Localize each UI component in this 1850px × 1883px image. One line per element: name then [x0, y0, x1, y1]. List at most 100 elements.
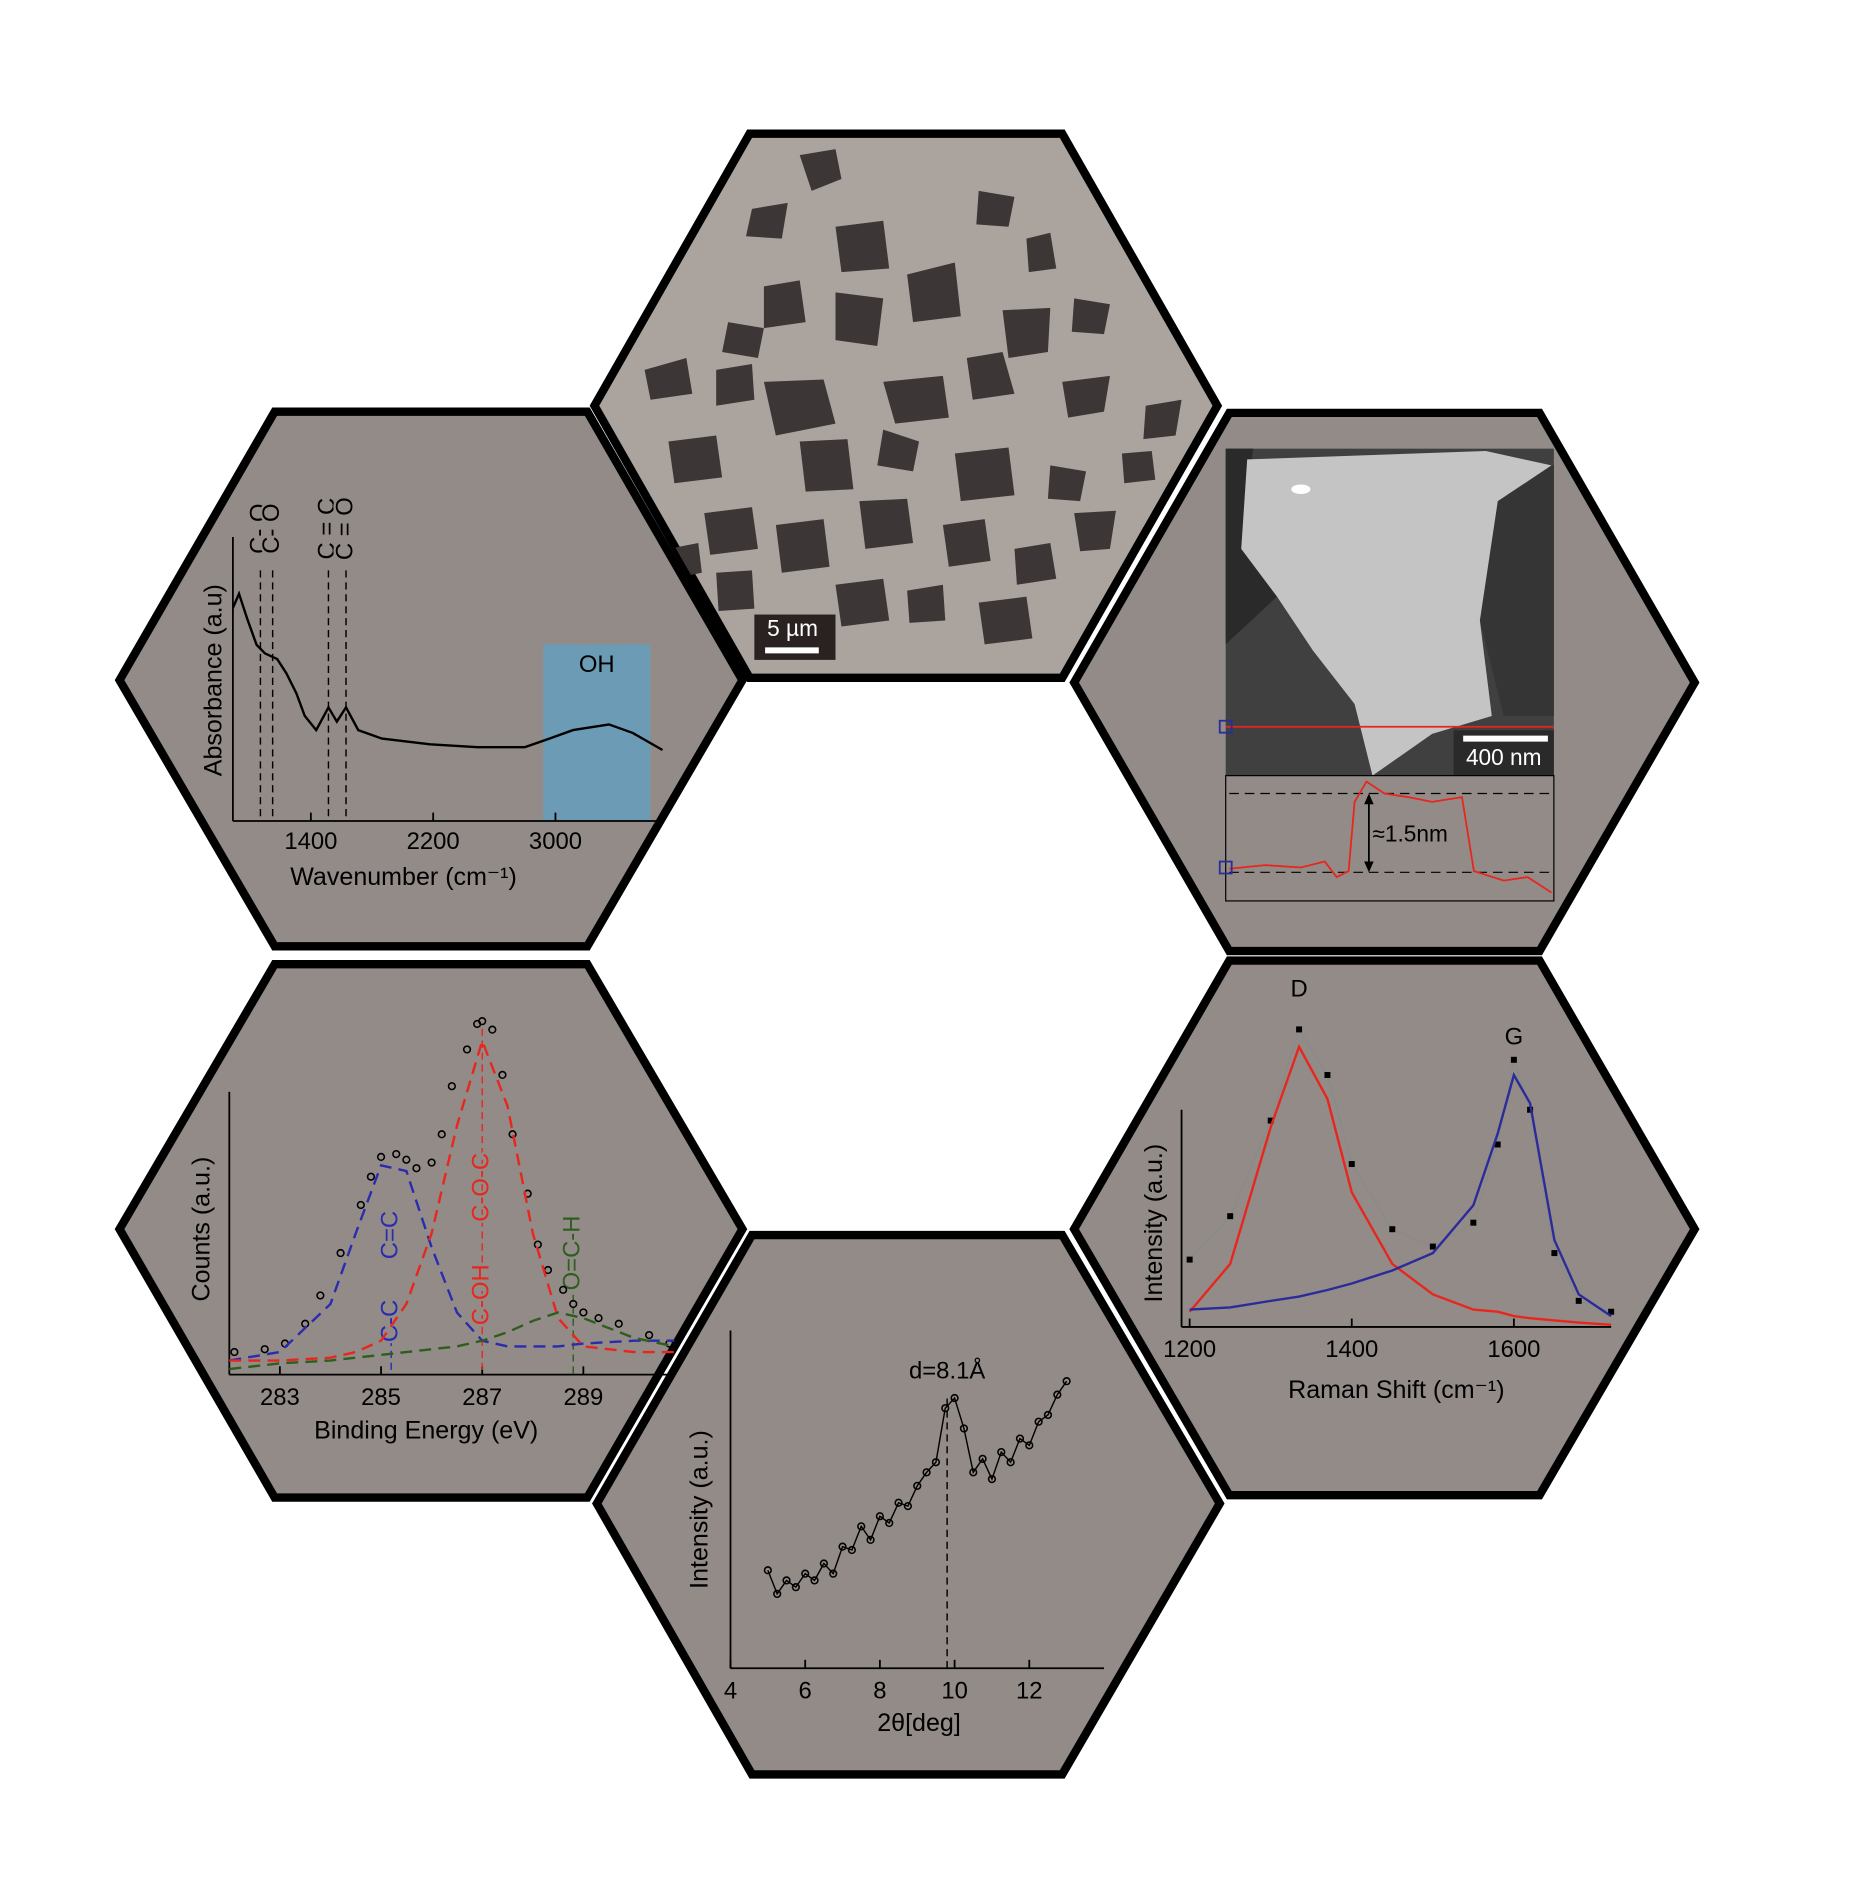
data-point: [801, 1569, 810, 1578]
x-tick-label: 10: [941, 1677, 968, 1704]
x-axis-label: Raman Shift (cm⁻¹): [1288, 1376, 1504, 1404]
x-tick-label: 3000: [529, 828, 582, 855]
data-point: [559, 1285, 568, 1294]
x-tick-label: 1600: [1487, 1336, 1540, 1363]
data-point: [857, 1522, 866, 1531]
data-point: [356, 1200, 365, 1210]
x-tick-label: 1400: [1325, 1336, 1378, 1363]
data-point: [941, 1404, 950, 1413]
charts: OH 1400 2200 3000 Wavenumber (cm⁻¹) Absorbanc…: [188, 495, 1615, 1737]
x-tick-label: 289: [563, 1384, 603, 1411]
data-point: [1186, 1256, 1193, 1263]
x-axis-label: 2θ[deg]: [877, 1709, 961, 1737]
data-point: [847, 1545, 856, 1555]
data-point: [336, 1248, 345, 1258]
data-point: [569, 1299, 578, 1309]
data-point: [894, 1498, 903, 1507]
data-point: [488, 1025, 497, 1034]
x-tick-label: 285: [361, 1384, 401, 1411]
x-axis-label: Wavenumber (cm⁻¹): [290, 863, 517, 891]
data-point: [427, 1158, 436, 1167]
x-tick-label: 4: [724, 1677, 737, 1704]
annotation: C = O: [331, 497, 358, 560]
data-point: [810, 1576, 819, 1585]
data-point: [773, 1589, 782, 1599]
afm-flake: [1241, 451, 1552, 776]
y-axis-label: Counts (a.u.): [188, 1157, 216, 1302]
data-point: [782, 1576, 791, 1585]
annotation: C-O-C: [468, 1153, 495, 1222]
data-point: [1025, 1441, 1034, 1450]
data-point: [1348, 1161, 1355, 1168]
data-point: [447, 1082, 456, 1091]
data-point: [1551, 1250, 1558, 1257]
data-point: [508, 1130, 517, 1139]
x-tick-label: 287: [462, 1384, 502, 1411]
annotation: C- O: [258, 503, 285, 553]
data-point: [1470, 1219, 1477, 1226]
hex-bottom-right: [1069, 956, 1700, 1500]
series-line: [1188, 1043, 1612, 1326]
data-point: [931, 1458, 941, 1467]
series-line: [229, 1037, 675, 1362]
x-tick-label: 12: [1016, 1677, 1043, 1704]
annotation: C=C: [376, 1211, 403, 1259]
annotation: C-C: [376, 1300, 403, 1342]
y-axis-label: Intensity (a.u.): [685, 1430, 713, 1589]
data-point: [791, 1583, 800, 1592]
annotation: O=C-H: [559, 1215, 586, 1290]
data-point: [969, 1468, 978, 1477]
data-point: [959, 1424, 969, 1433]
y-axis-label: Intensity (a.u.): [1140, 1144, 1168, 1303]
data-point: [1015, 1434, 1025, 1443]
series-line: [767, 1380, 1068, 1596]
series-line: [229, 1163, 675, 1362]
data-point: [978, 1454, 987, 1463]
annotation: C = C: [314, 498, 341, 560]
data-point: [885, 1518, 894, 1528]
annotation: G: [1505, 1023, 1524, 1050]
x-tick-label: 1400: [284, 828, 337, 855]
data-point: [763, 1566, 772, 1575]
scale-bar-label: 5 µm: [767, 615, 818, 641]
x-tick-label: 8: [873, 1677, 886, 1704]
data-point: [987, 1474, 997, 1484]
data-point: [478, 1017, 487, 1026]
afm-image: 400 nm ≈1.5nm: [1218, 448, 1555, 902]
data-point: [1494, 1141, 1501, 1148]
data-point: [1062, 1377, 1071, 1386]
data-point: [260, 1345, 269, 1354]
x-tick-label: 283: [260, 1384, 300, 1411]
data-point: [366, 1172, 376, 1181]
series-line: [231, 590, 664, 752]
data-point: [1575, 1297, 1582, 1304]
data-point: [437, 1130, 446, 1139]
series-line: [229, 1311, 675, 1371]
data-point: [230, 1347, 239, 1357]
data-point: [1053, 1390, 1062, 1399]
data-point: [903, 1501, 913, 1511]
data-point: [922, 1468, 931, 1477]
data-point: [594, 1313, 603, 1323]
band-label: OH: [579, 651, 615, 678]
sem-image: 5 µm: [644, 149, 1182, 660]
data-point: [579, 1308, 588, 1317]
y-axis-label: Absorbance (a.u): [200, 584, 228, 776]
data-point: [402, 1155, 411, 1164]
data-point: [838, 1542, 847, 1551]
data-point: [1043, 1410, 1053, 1420]
data-point: [1429, 1243, 1436, 1250]
data-point: [392, 1149, 401, 1159]
series-line: [1189, 1071, 1612, 1318]
data-point: [462, 1045, 472, 1054]
data-point: [1267, 1117, 1274, 1124]
annotation: d=8.1Å: [909, 1357, 985, 1385]
x-tick-label: 2200: [407, 828, 460, 855]
afm-profile: [1229, 780, 1552, 894]
data-point: [913, 1481, 922, 1490]
x-tick-label: 1200: [1163, 1336, 1216, 1363]
data-point: [645, 1330, 654, 1340]
annotation: C- O: [246, 503, 273, 553]
scale-bar-label: 400 nm: [1466, 744, 1542, 770]
